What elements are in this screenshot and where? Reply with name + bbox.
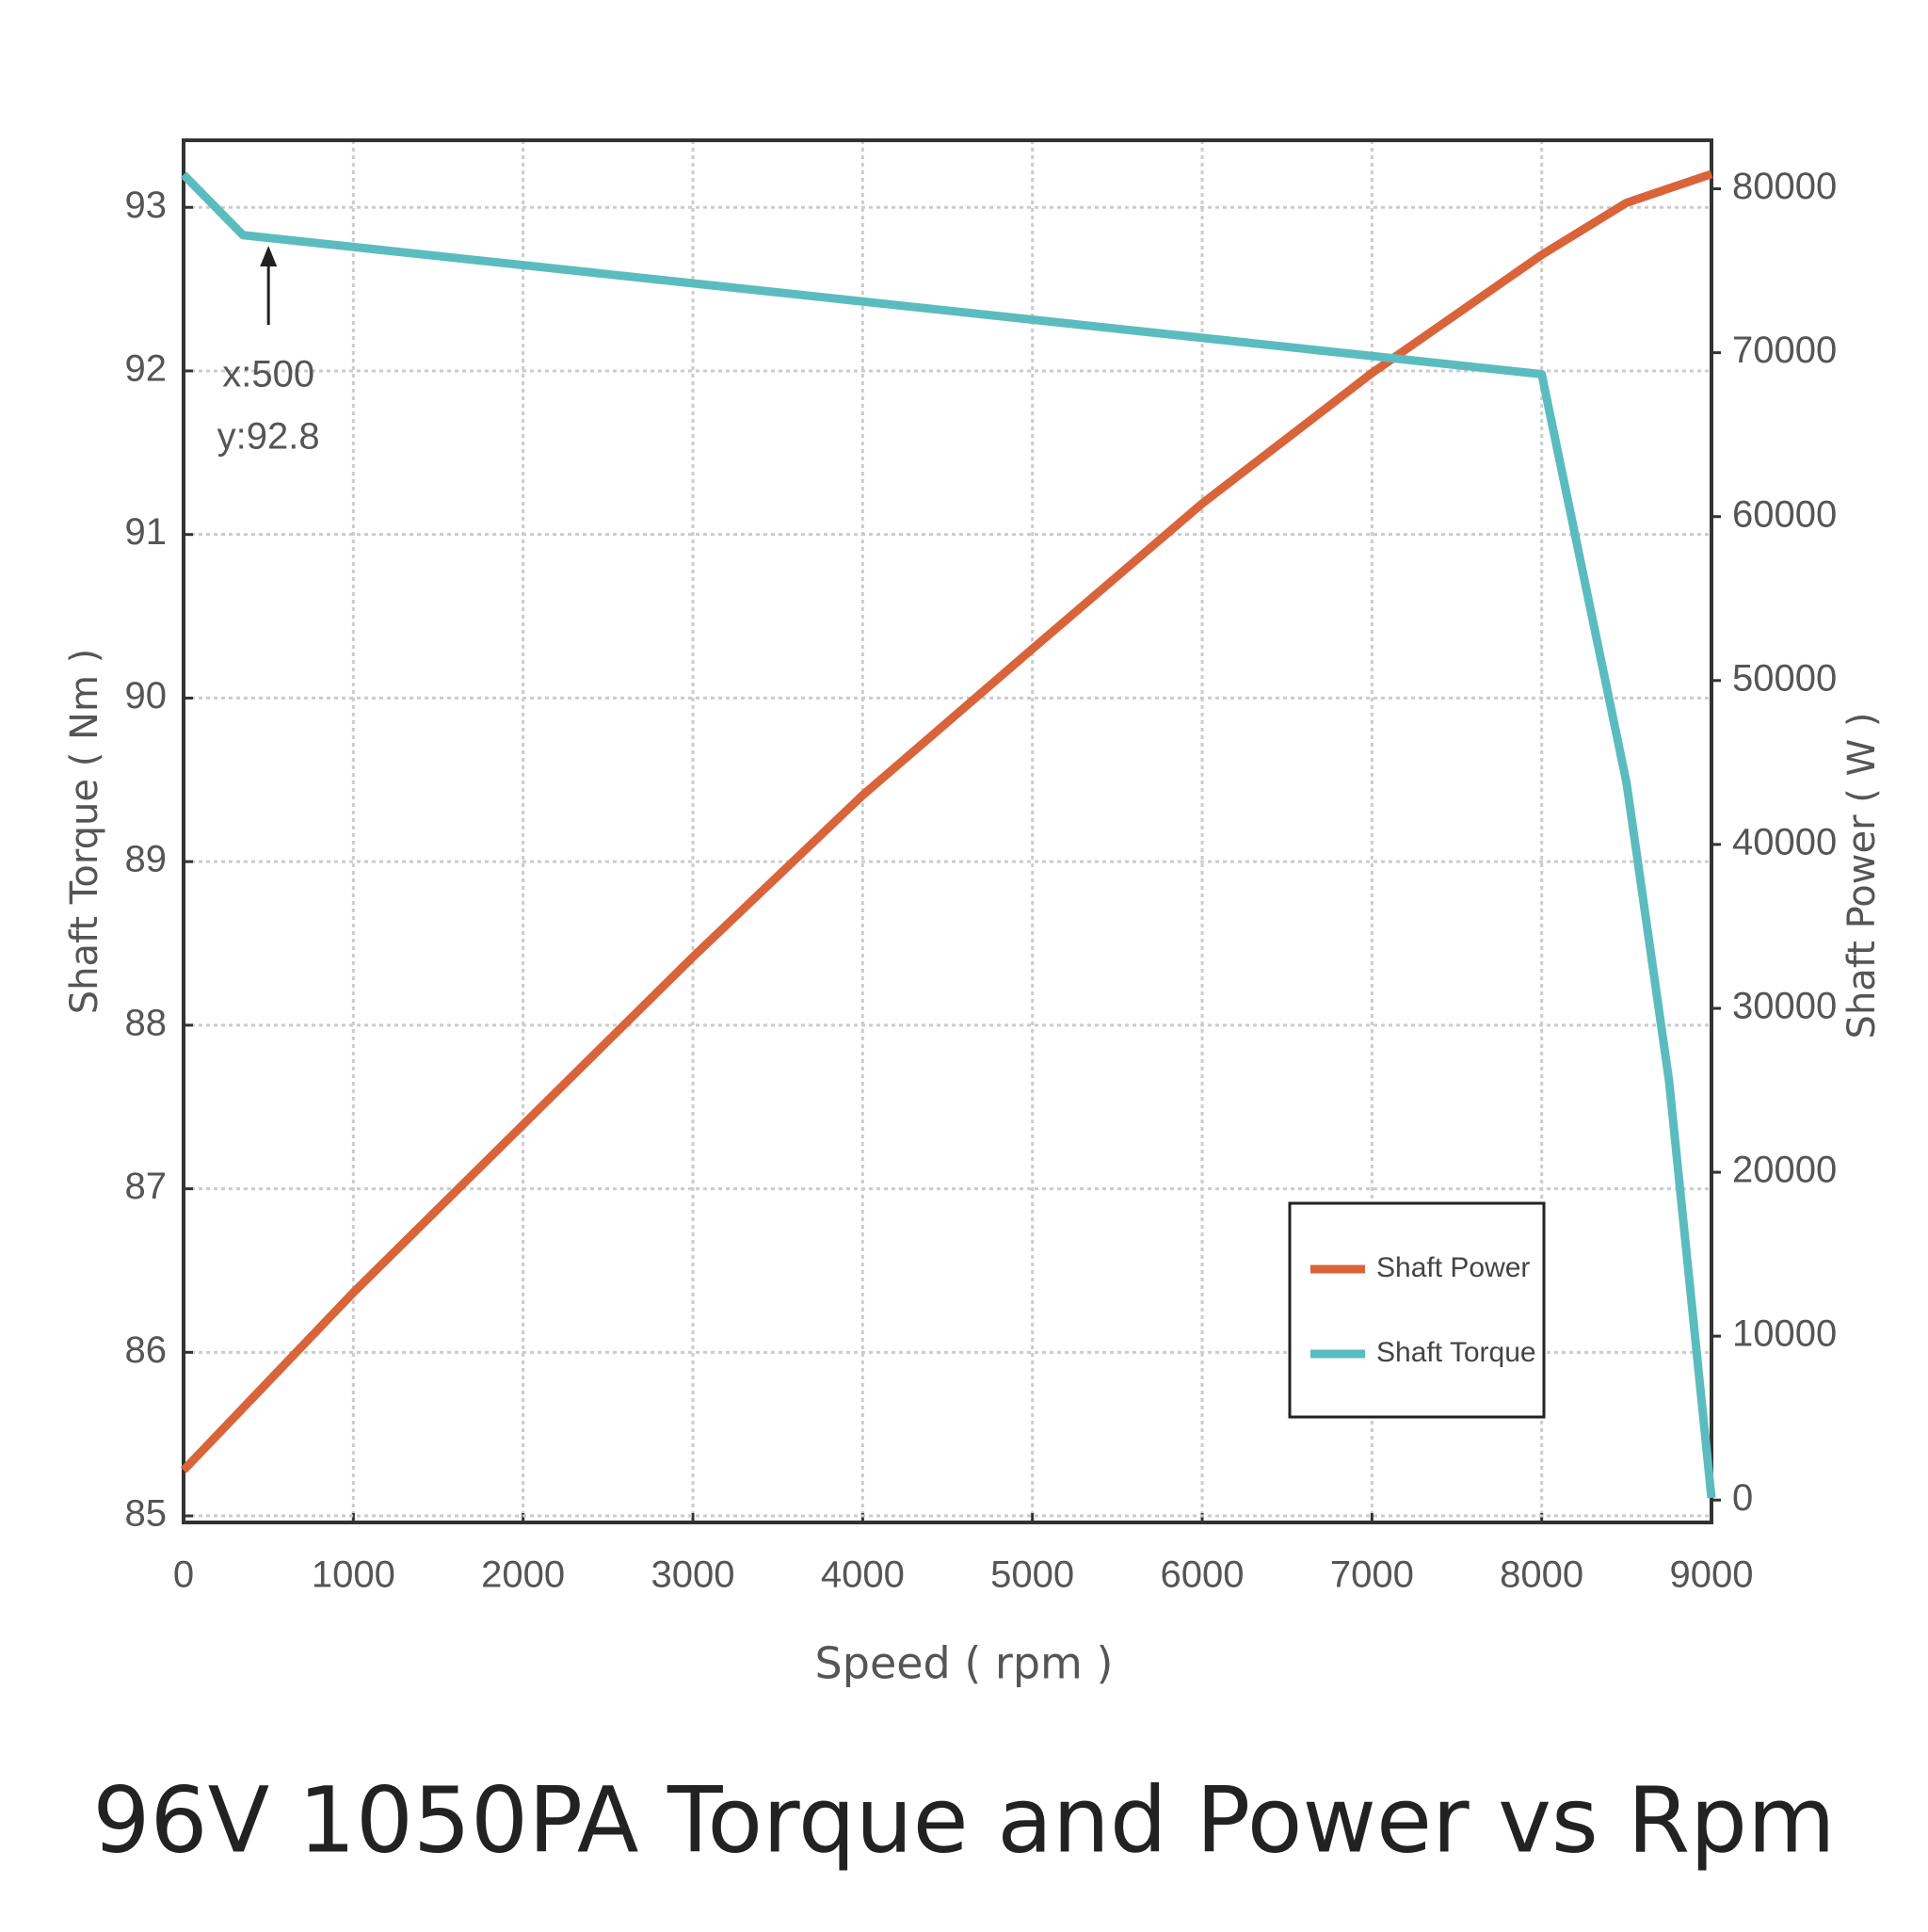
x-tick-label: 5000 (990, 1554, 1074, 1596)
x-tick-label: 7000 (1330, 1554, 1414, 1596)
series-line (180, 169, 1713, 1473)
x-tick-label: 1000 (312, 1554, 395, 1596)
legend-box (1288, 1201, 1546, 1419)
x-tick-label: 3000 (651, 1554, 735, 1596)
chart-title: 96V 1050PA Torque and Power vs Rpm (92, 1767, 1835, 1873)
y-tick-label: 91 (125, 511, 168, 553)
y2-tick-label: 30000 (1732, 986, 1837, 1027)
legend: Shaft Power Shaft Torque (1288, 1201, 1546, 1419)
y-tick-label: 92 (125, 348, 168, 390)
y-tick-label: 87 (125, 1166, 168, 1207)
y2-tick-label: 10000 (1732, 1313, 1837, 1355)
y-tick-label: 93 (125, 185, 168, 226)
x-tick-label: 9000 (1670, 1554, 1754, 1596)
x-tick-label: 0 (173, 1554, 194, 1596)
y-tick-label: 88 (125, 1002, 168, 1043)
y-tick-label: 85 (125, 1493, 168, 1535)
y-tick-label: 90 (125, 675, 168, 716)
x-axis-label: Speed ( rpm ) (815, 1638, 1114, 1689)
y-tick-label: 89 (125, 839, 168, 880)
y2-axis-label: Shaft Power ( W ) (1840, 713, 1884, 1039)
x-tick-label: 8000 (1500, 1554, 1583, 1596)
y2-tick-label: 60000 (1732, 493, 1837, 535)
legend-label: Shaft Torque (1376, 1337, 1536, 1368)
annotation-text: x:500 (222, 354, 314, 395)
legend-label: Shaft Power (1376, 1252, 1530, 1283)
y-tick-label: 86 (125, 1329, 168, 1371)
x-tick-label: 4000 (821, 1554, 905, 1596)
y2-tick-label: 40000 (1732, 821, 1837, 862)
y2-tick-label: 70000 (1732, 330, 1837, 371)
x-tick-label: 2000 (481, 1554, 565, 1596)
y2-tick-label: 50000 (1732, 657, 1837, 699)
series-line (180, 171, 1716, 1499)
y2-tick-label: 20000 (1732, 1150, 1837, 1191)
annotation-text: y:92.8 (217, 416, 320, 458)
annotation-arrowhead (260, 245, 278, 266)
x-tick-label: 6000 (1161, 1554, 1245, 1596)
plot-frame (182, 138, 1713, 1524)
y-axis-label: Shaft Torque ( Nm ) (63, 649, 106, 1014)
y2-tick-label: 80000 (1732, 166, 1837, 207)
y2-tick-label: 0 (1732, 1477, 1753, 1519)
